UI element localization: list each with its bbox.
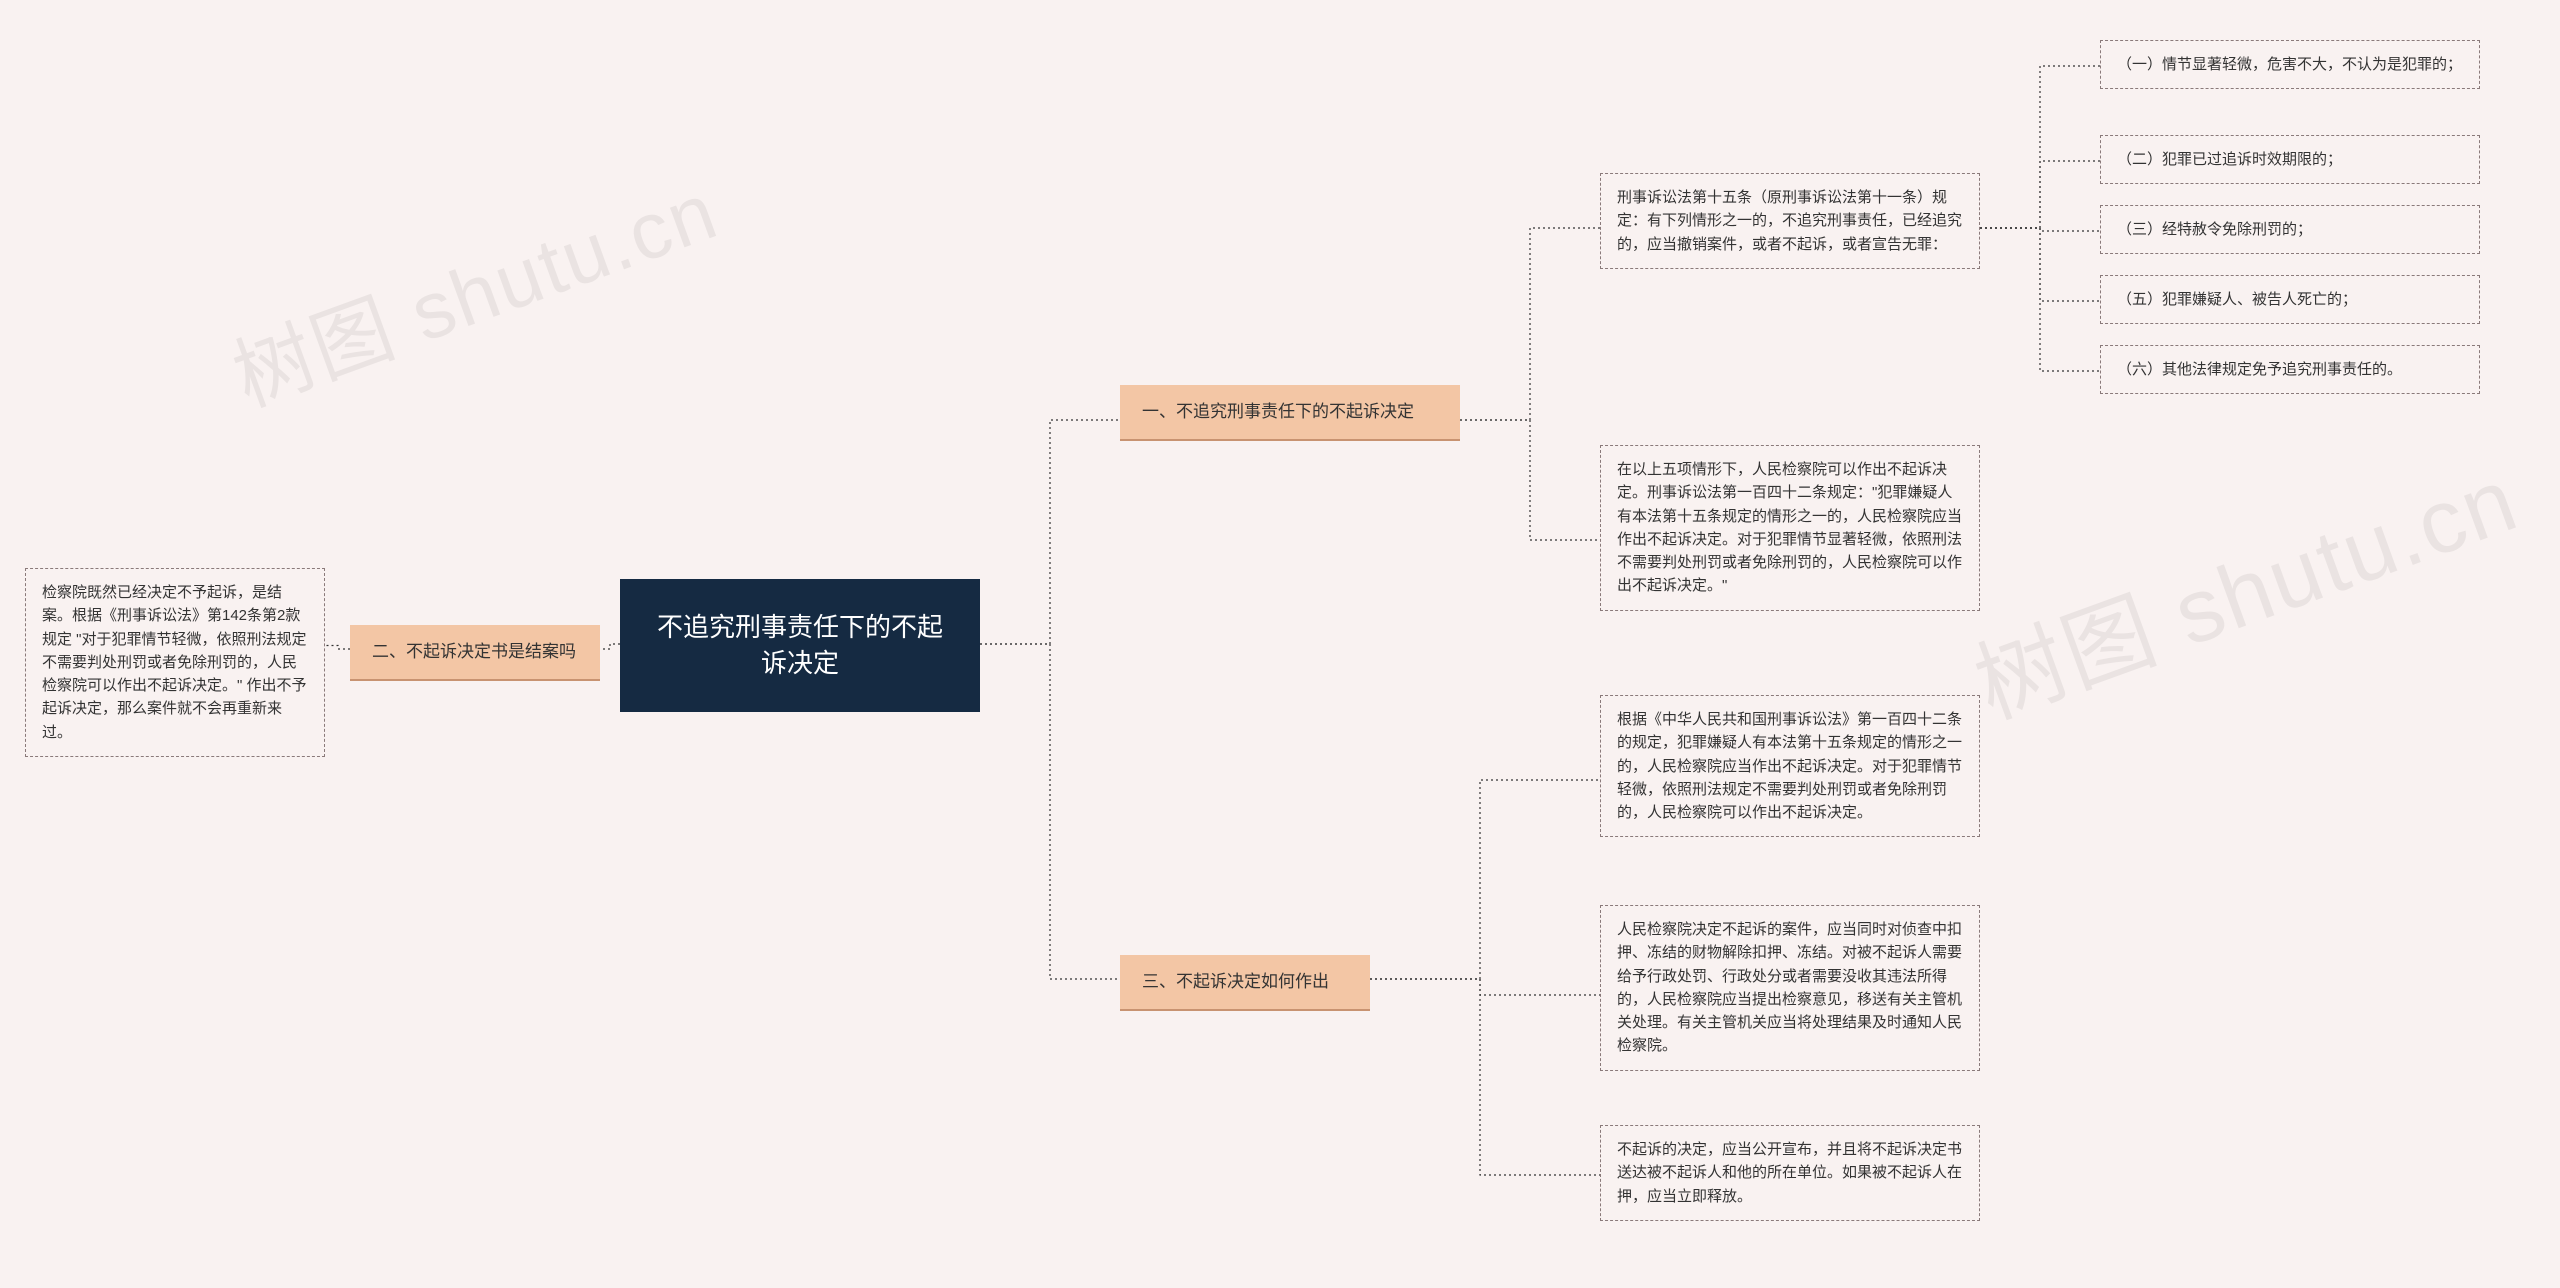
branch-3: 三、不起诉决定如何作出 [1120, 955, 1370, 1011]
branch-2: 二、不起诉决定书是结案吗 [350, 625, 600, 681]
branch-1-item-2: （二）犯罪已过追诉时效期限的； [2100, 135, 2480, 184]
branch-3-node-2: 人民检察院决定不起诉的案件，应当同时对侦查中扣押、冻结的财物解除扣押、冻结。对被… [1600, 905, 1980, 1071]
branch-1-node-1: 刑事诉讼法第十五条（原刑事诉讼法第十一条）规定：有下列情形之一的，不追究刑事责任… [1600, 173, 1980, 269]
branch-2-node-1: 检察院既然已经决定不予起诉，是结案。根据《刑事诉讼法》第142条第2款规定 "对… [25, 568, 325, 757]
branch-1-item-5: （六）其他法律规定免予追究刑事责任的。 [2100, 345, 2480, 394]
branch-1-node-2: 在以上五项情形下，人民检察院可以作出不起诉决定。刑事诉讼法第一百四十二条规定："… [1600, 445, 1980, 611]
branch-3-node-1: 根据《中华人民共和国刑事诉讼法》第一百四十二条的规定，犯罪嫌疑人有本法第十五条规… [1600, 695, 1980, 837]
branch-1-item-3: （三）经特赦令免除刑罚的； [2100, 205, 2480, 254]
watermark-2: 树图 shutu.cn [1955, 427, 2532, 743]
branch-3-node-3: 不起诉的决定，应当公开宣布，并且将不起诉决定书送达被不起诉人和他的所在单位。如果… [1600, 1125, 1980, 1221]
root-node: 不追究刑事责任下的不起诉决定 [620, 579, 980, 712]
watermark-1: 树图 shutu.cn [215, 147, 731, 429]
branch-1: 一、不追究刑事责任下的不起诉决定 [1120, 385, 1460, 441]
branch-1-item-4: （五）犯罪嫌疑人、被告人死亡的； [2100, 275, 2480, 324]
branch-1-item-1: （一）情节显著轻微，危害不大，不认为是犯罪的； [2100, 40, 2480, 89]
